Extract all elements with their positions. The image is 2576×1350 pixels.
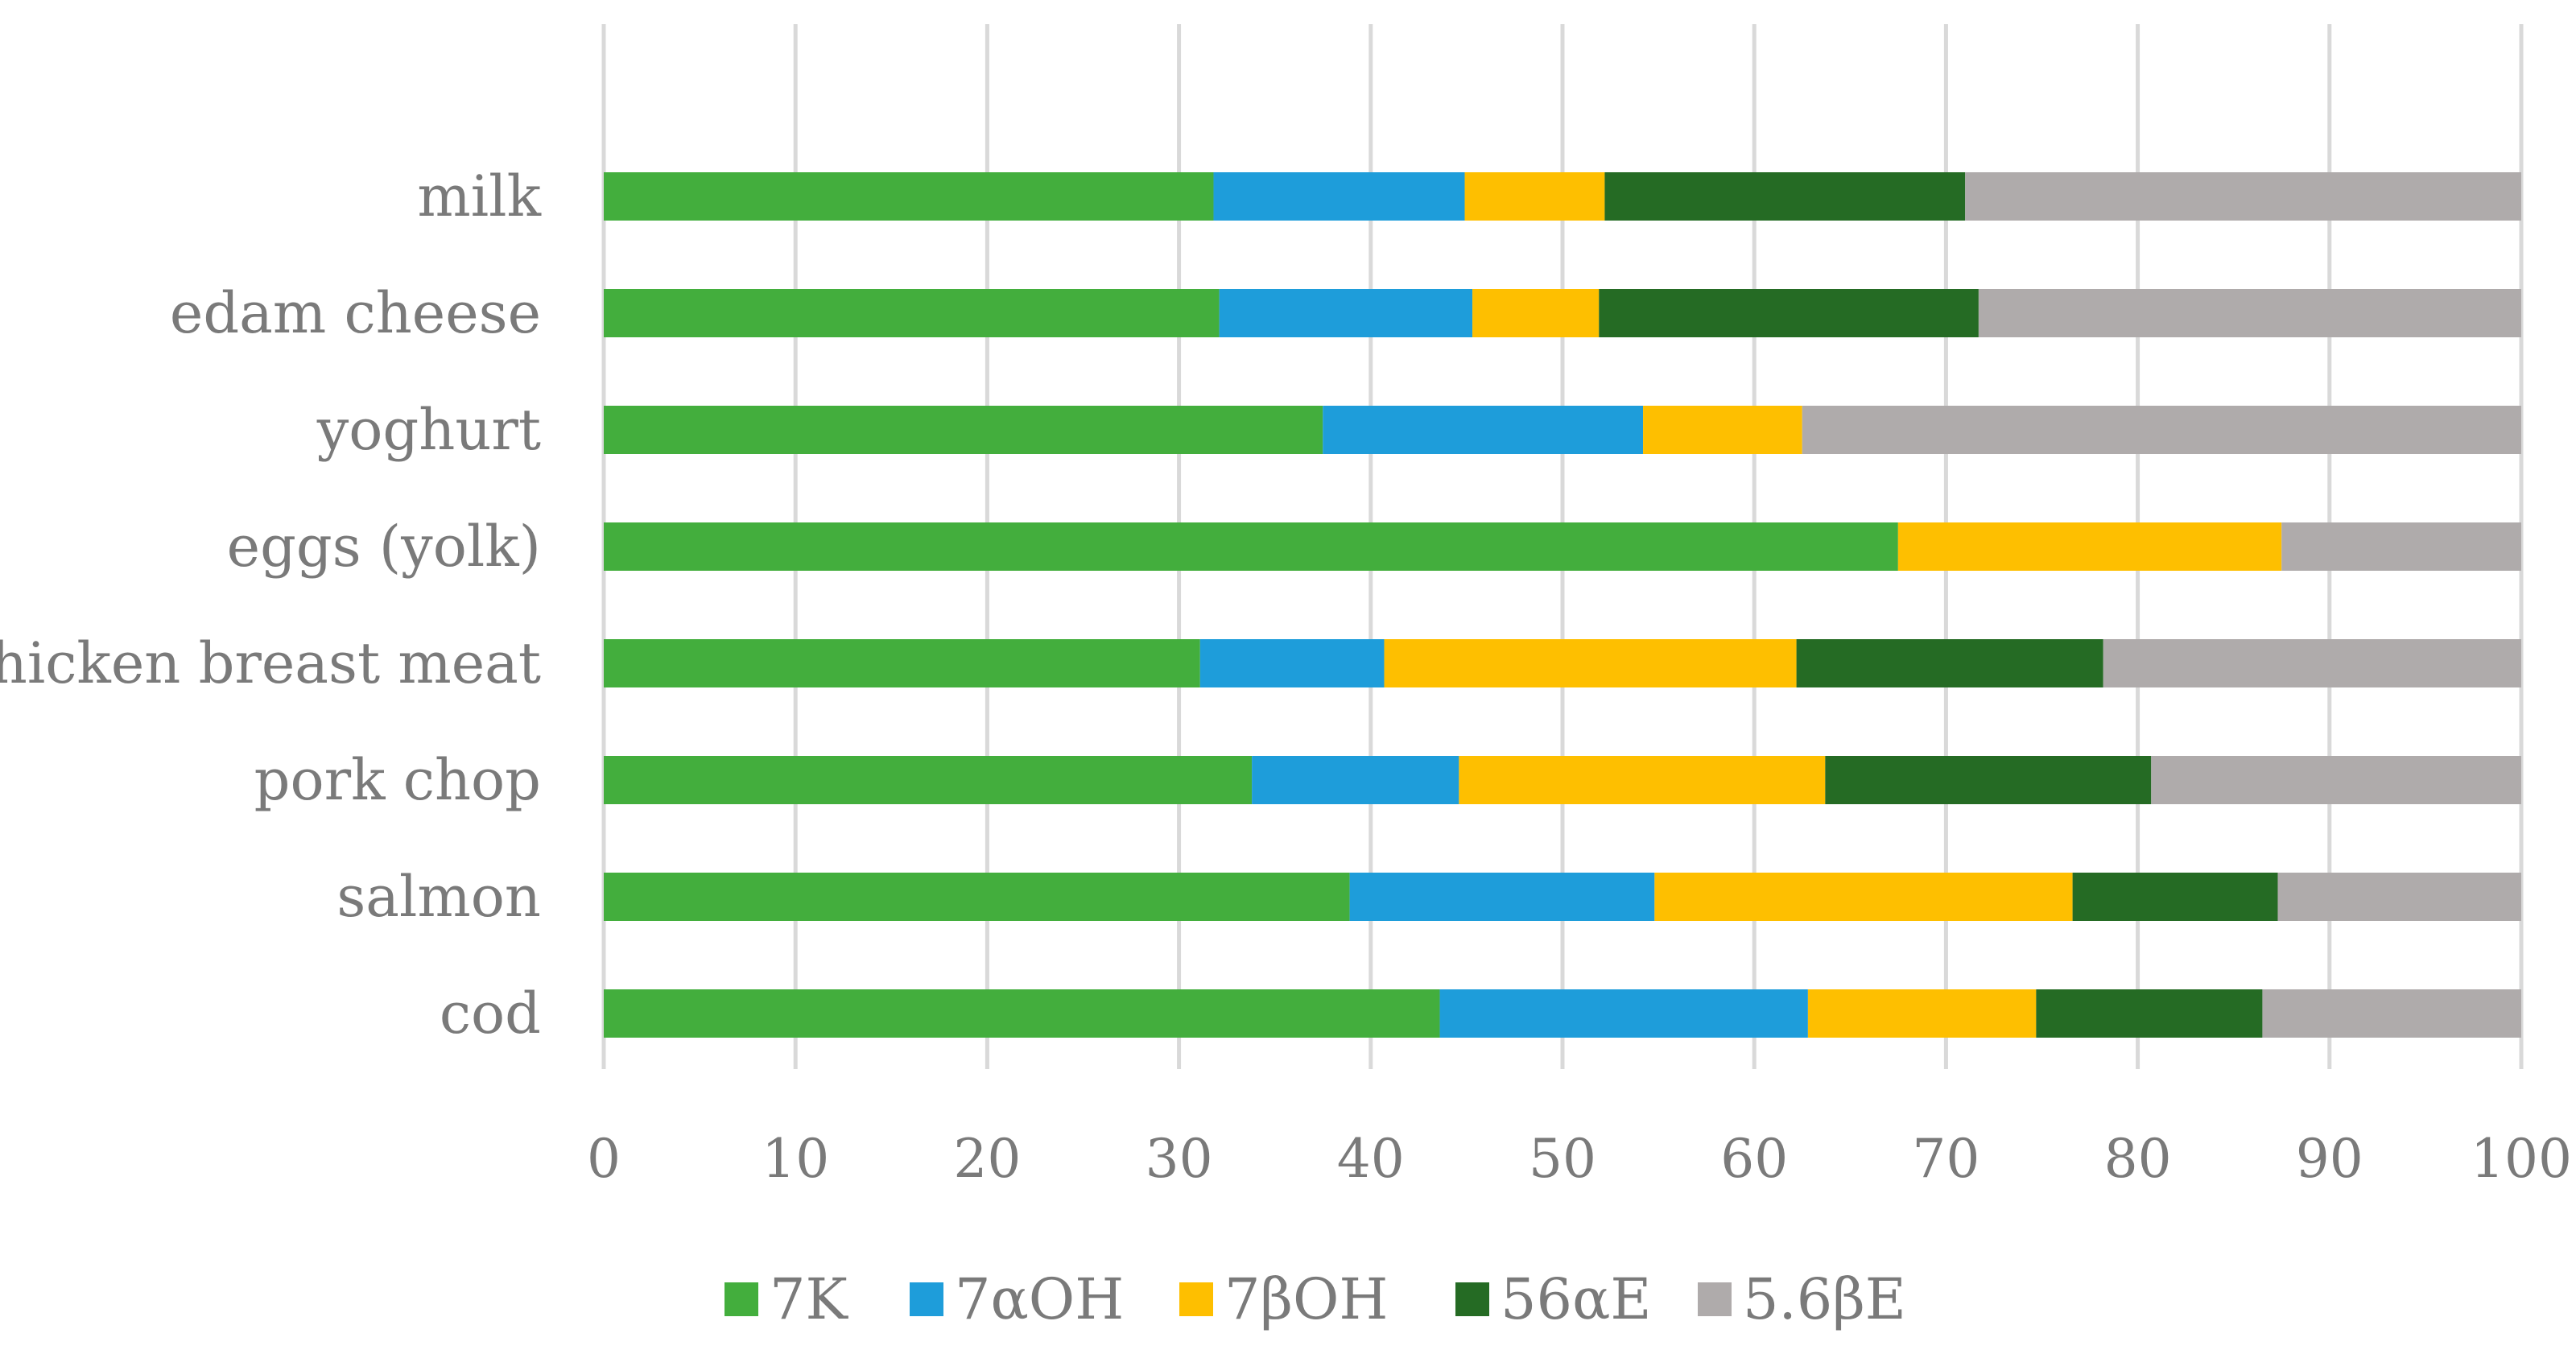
bar-pork-chop-series-1 [1252, 756, 1459, 804]
x-tick-label-40: 40 [1337, 1128, 1405, 1190]
x-tick-label-60: 60 [1720, 1128, 1788, 1190]
x-tick-label-30: 30 [1146, 1128, 1213, 1190]
bar-chicken-breast-meat-series-4 [2103, 639, 2521, 687]
legend-swatch-series-4 [1698, 1282, 1732, 1316]
bar-yoghurt-series-1 [1323, 406, 1644, 454]
legend-label-series-3: 56αE [1501, 1266, 1651, 1332]
x-tick-label-90: 90 [2296, 1128, 2363, 1190]
x-tick-label-50: 50 [1529, 1128, 1596, 1190]
bar-eggs-yolk-series-0 [604, 522, 1898, 571]
legend-swatch-series-1 [910, 1282, 943, 1316]
legend-label-series-2: 7βOH [1224, 1266, 1388, 1332]
legend-label-series-0: 7K [770, 1266, 849, 1332]
category-label-pork-chop: pork chop [254, 747, 541, 813]
category-label-eggs-yolk: eggs (yolk) [227, 514, 541, 580]
x-tick-label-10: 10 [762, 1128, 829, 1190]
x-tick-label-80: 80 [2104, 1128, 2172, 1190]
x-tick-label-20: 20 [953, 1128, 1021, 1190]
category-label-salmon: salmon [336, 864, 541, 930]
bar-edam-cheese-series-4 [1978, 289, 2521, 337]
legend-swatch-series-3 [1455, 1282, 1489, 1316]
bar-pork-chop-series-2 [1459, 756, 1826, 804]
bar-salmon-series-4 [2277, 873, 2521, 921]
bar-chicken-breast-meat-series-0 [604, 639, 1200, 687]
x-tick-label-70: 70 [1912, 1128, 1979, 1190]
bar-yoghurt-series-0 [604, 406, 1323, 454]
x-tick-label-0: 0 [587, 1128, 621, 1190]
category-label-yoghurt: yoghurt [316, 397, 541, 463]
bar-milk-series-1 [1213, 172, 1465, 221]
bar-salmon-series-1 [1349, 873, 1655, 921]
bar-cod-series-3 [2036, 989, 2263, 1038]
category-label-cod: cod [440, 981, 541, 1047]
legend-swatch-series-0 [724, 1282, 758, 1316]
axes: 0 10 20 30 40 50 60 70 80 90 100 milk edam cheese yog… [0, 163, 2572, 1190]
category-label-chicken-breast-meat: chicken breast meat [0, 630, 541, 696]
category-label-milk: milk [417, 163, 541, 229]
x-tick-label-100: 100 [2471, 1128, 2572, 1190]
legend: 7K 7αOH 7βOH 56αE 5.6βE [724, 1266, 1906, 1332]
bar-yoghurt-series-4 [1802, 406, 2521, 454]
bar-pork-chop-series-0 [604, 756, 1253, 804]
bar-chicken-breast-meat-series-2 [1384, 639, 1797, 687]
bar-milk-series-2 [1464, 172, 1605, 221]
bar-chicken-breast-meat-series-3 [1796, 639, 2103, 687]
bar-cod-series-1 [1439, 989, 1808, 1038]
bar-edam-cheese-series-3 [1599, 289, 1979, 337]
bar-cod-series-0 [604, 989, 1440, 1038]
bar-eggs-yolk-series-4 [2281, 522, 2521, 571]
bar-eggs-yolk-series-2 [1897, 522, 2282, 571]
bar-salmon-series-2 [1654, 873, 2073, 921]
bar-chicken-breast-meat-series-1 [1199, 639, 1385, 687]
bar-edam-cheese-series-0 [604, 289, 1220, 337]
bar-milk-series-3 [1604, 172, 1966, 221]
bar-edam-cheese-series-2 [1472, 289, 1600, 337]
bar-cod-series-4 [2262, 989, 2521, 1038]
bar-yoghurt-series-2 [1643, 406, 1802, 454]
bar-salmon-series-0 [604, 873, 1350, 921]
bar-salmon-series-3 [2072, 873, 2278, 921]
bar-pork-chop-series-3 [1825, 756, 2152, 804]
legend-swatch-series-2 [1179, 1282, 1213, 1316]
legend-label-series-4: 5.6βE [1743, 1266, 1906, 1332]
legend-label-series-1: 7αOH [955, 1266, 1124, 1332]
bar-pork-chop-series-4 [2151, 756, 2521, 804]
category-label-edam-cheese: edam cheese [170, 280, 541, 346]
bars [604, 172, 2521, 1038]
bar-cod-series-2 [1807, 989, 2037, 1038]
bar-edam-cheese-series-1 [1219, 289, 1473, 337]
bar-milk-series-4 [1965, 172, 2521, 221]
bar-milk-series-0 [604, 172, 1214, 221]
